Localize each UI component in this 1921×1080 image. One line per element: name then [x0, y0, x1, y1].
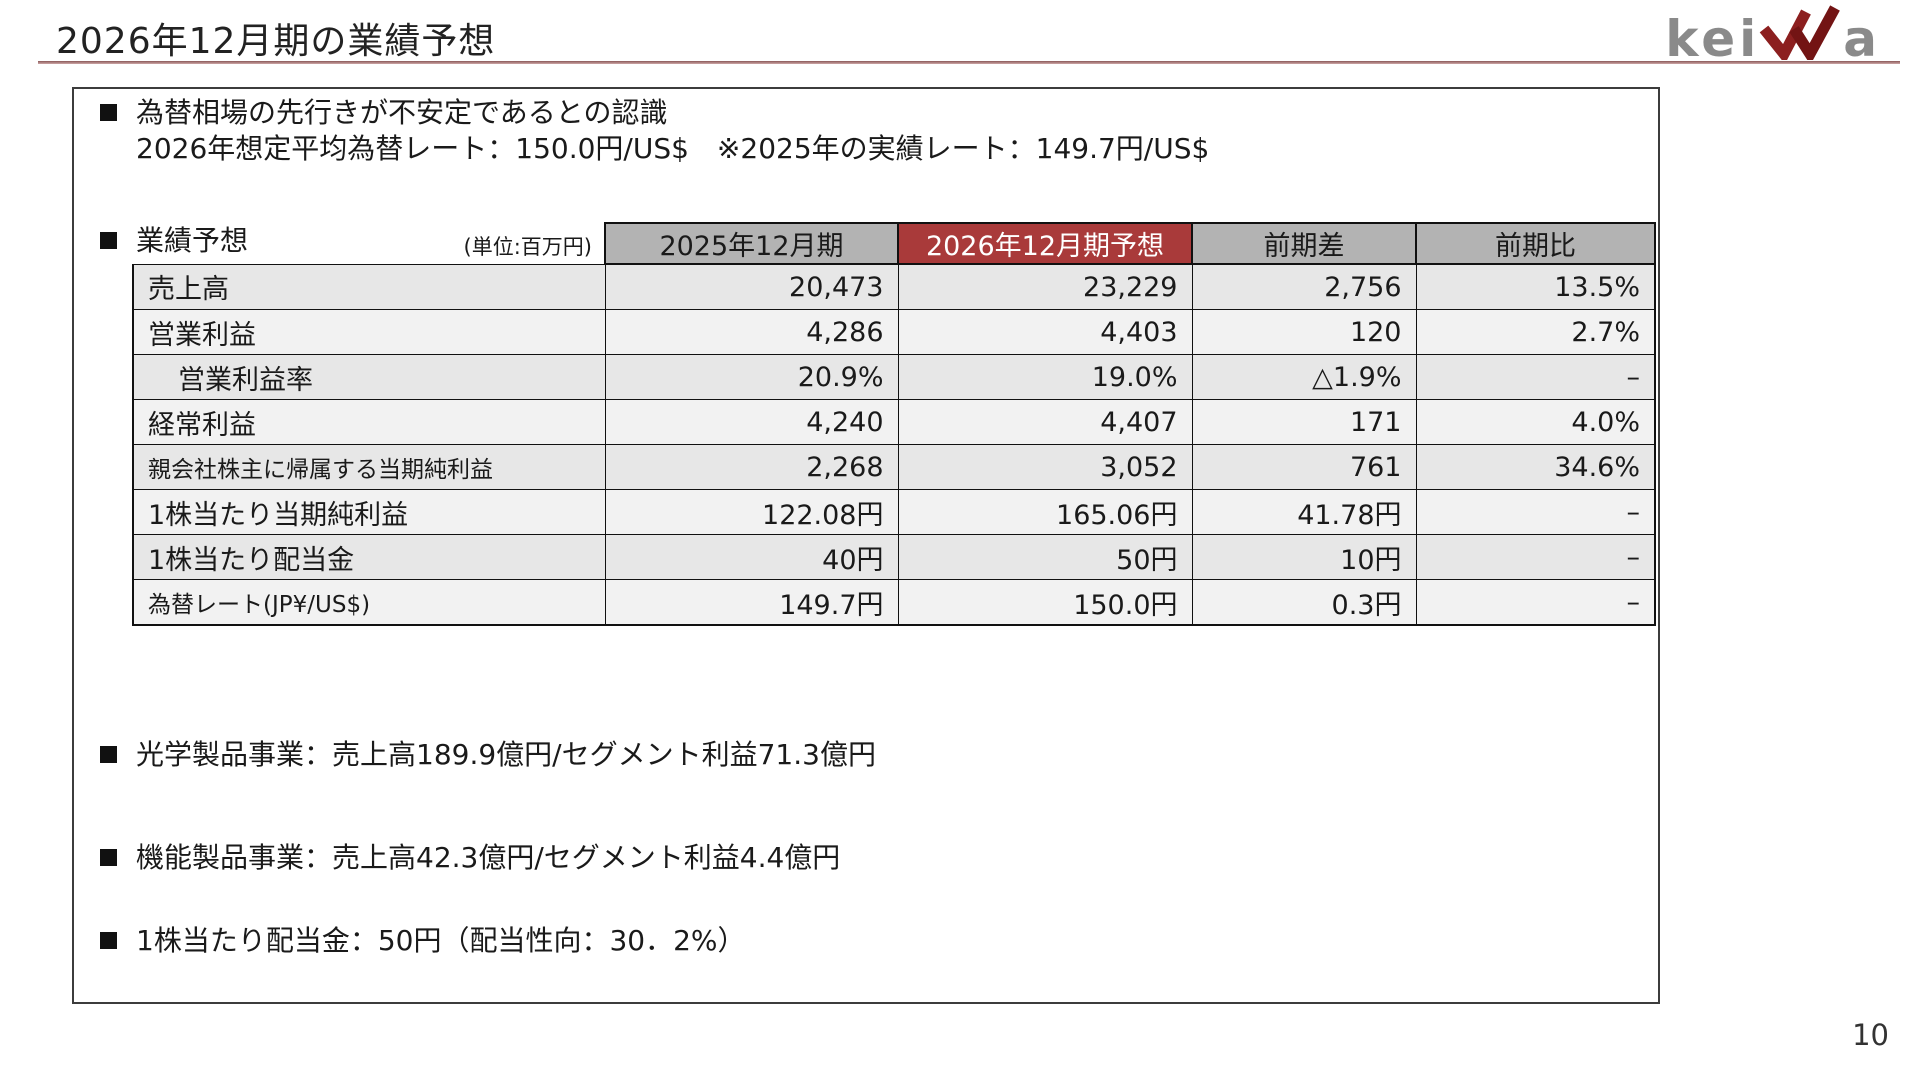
row-label: 経常利益	[132, 399, 606, 445]
cell-2025: 40円	[604, 534, 899, 580]
bullet-square-icon	[100, 849, 117, 866]
table-row-net-income-attributable: 親会社株主に帰属する当期純利益 2,268 3,052 761 34.6%	[132, 444, 1656, 490]
cell-2025: 20,473	[604, 263, 899, 310]
cell-forecast: 23,229	[897, 263, 1193, 310]
cell-ratio: –	[1415, 489, 1656, 535]
row-label: 1株当たり当期純利益	[132, 489, 606, 535]
cell-forecast: 4,403	[897, 309, 1193, 355]
cell-diff: 2,756	[1191, 263, 1417, 310]
bullet-square-icon	[100, 232, 117, 249]
company-logo: kei a	[1665, 5, 1881, 68]
cell-ratio: –	[1415, 579, 1656, 626]
forecast-table: 2025年12月期 2026年12月期予想 前期差 前期比 売上高 20,473…	[132, 222, 1656, 626]
cell-2025: 4,286	[604, 309, 899, 355]
table-row-net-sales: 売上高 20,473 23,229 2,756 13.5%	[132, 263, 1656, 310]
logo-text-kei: kei	[1665, 10, 1761, 68]
bullet-square-icon	[100, 932, 117, 949]
cell-diff: 761	[1191, 444, 1417, 490]
table-row-dividend-per-share: 1株当たり配当金 40円 50円 10円 –	[132, 534, 1656, 580]
cell-2025: 122.08円	[604, 489, 899, 535]
logo-w-checkmark-icon	[1759, 5, 1841, 60]
cell-ratio: –	[1415, 534, 1656, 580]
cell-forecast: 165.06円	[897, 489, 1193, 535]
cell-2025: 2,268	[604, 444, 899, 490]
forecast-label: 業績予想	[136, 224, 249, 257]
cell-diff: 171	[1191, 399, 1417, 445]
cell-ratio: 34.6%	[1415, 444, 1656, 490]
row-label: 売上高	[132, 263, 606, 310]
optical-segment-text: 光学製品事業：売上高189.9億円/セグメント利益71.3億円	[136, 738, 876, 771]
row-label: 親会社株主に帰属する当期純利益	[132, 444, 606, 490]
fx-assumption-text: 2026年想定平均為替レート：150.0円/US$ ※2025年の実績レート：1…	[136, 132, 1210, 165]
table-row-operating-income: 営業利益 4,286 4,403 120 2.7%	[132, 309, 1656, 355]
cell-diff: 10円	[1191, 534, 1417, 580]
cell-diff: 120	[1191, 309, 1417, 355]
table-row-operating-margin: 営業利益率 20.9% 19.0% △1.9% –	[132, 354, 1656, 400]
bullet-optical-segment: 光学製品事業：売上高189.9億円/セグメント利益71.3億円	[100, 738, 876, 772]
cell-diff: △1.9%	[1191, 354, 1417, 400]
functional-segment-text: 機能製品事業：売上高42.3億円/セグメント利益4.4億円	[136, 841, 841, 874]
table-header-row: 2025年12月期 2026年12月期予想 前期差 前期比	[133, 222, 1656, 265]
bullet-forecast: 業績予想	[100, 224, 248, 258]
cell-forecast: 19.0%	[897, 354, 1193, 400]
row-label: 1株当たり配当金	[132, 534, 606, 580]
row-label: 為替レート(JP¥/US$)	[132, 579, 606, 626]
col-header-2026-forecast: 2026年12月期予想	[897, 222, 1193, 265]
col-header-prev-ratio: 前期比	[1415, 222, 1656, 265]
row-label: 営業利益	[132, 309, 606, 355]
cell-ratio: 13.5%	[1415, 263, 1656, 310]
title-divider-line	[38, 61, 1900, 64]
cell-ratio: –	[1415, 354, 1656, 400]
bullet-functional-segment: 機能製品事業：売上高42.3億円/セグメント利益4.4億円	[100, 841, 840, 875]
cell-forecast: 50円	[897, 534, 1193, 580]
cell-2025: 20.9%	[604, 354, 899, 400]
cell-2025: 149.7円	[604, 579, 899, 626]
bullet-square-icon	[100, 104, 117, 121]
col-header-prev-diff: 前期差	[1191, 222, 1417, 265]
cell-ratio: 2.7%	[1415, 309, 1656, 355]
cell-forecast: 150.0円	[897, 579, 1193, 626]
row-label: 営業利益率	[132, 354, 606, 400]
cell-ratio: 4.0%	[1415, 399, 1656, 445]
cell-2025: 4,240	[604, 399, 899, 445]
bullet-fx-recognition: 為替相場の先行きが不安定であるとの認識	[100, 96, 667, 130]
cell-forecast: 4,407	[897, 399, 1193, 445]
table-row-exchange-rate: 為替レート(JP¥/US$) 149.7円 150.0円 0.3円 –	[132, 579, 1656, 626]
unit-note: (単位:百万円)	[463, 235, 592, 259]
dividend-text: 1株当たり配当金：50円（配当性向：30．2%）	[136, 924, 746, 957]
table-row-ordinary-income: 経常利益 4,240 4,407 171 4.0%	[132, 399, 1656, 445]
cell-diff: 41.78円	[1191, 489, 1417, 535]
bullet-square-icon	[100, 746, 117, 763]
page-title: 2026年12月期の業績予想	[56, 21, 496, 62]
table-header-empty-cell	[133, 223, 605, 264]
col-header-2025: 2025年12月期	[604, 222, 899, 265]
table-row-eps: 1株当たり当期純利益 122.08円 165.06円 41.78円 –	[132, 489, 1656, 535]
cell-forecast: 3,052	[897, 444, 1193, 490]
cell-diff: 0.3円	[1191, 579, 1417, 626]
page-number: 10	[1852, 1018, 1889, 1052]
logo-text-a: a	[1843, 10, 1881, 68]
bullet-dividend: 1株当たり配当金：50円（配当性向：30．2%）	[100, 924, 746, 958]
fx-recognition-text: 為替相場の先行きが不安定であるとの認識	[136, 96, 668, 129]
